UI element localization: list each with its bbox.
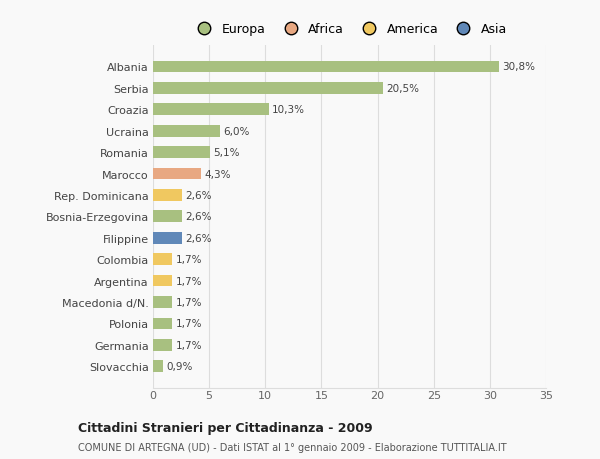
Bar — [153, 190, 182, 202]
Text: 30,8%: 30,8% — [502, 62, 535, 73]
Text: 2,6%: 2,6% — [185, 212, 212, 222]
Text: 0,9%: 0,9% — [166, 361, 193, 371]
Bar — [153, 232, 182, 244]
Bar — [153, 254, 172, 265]
Text: 1,7%: 1,7% — [175, 255, 202, 264]
Bar — [153, 104, 269, 116]
Bar — [153, 275, 172, 287]
Bar — [153, 318, 172, 330]
Text: 2,6%: 2,6% — [185, 233, 212, 243]
Bar — [153, 83, 383, 95]
Text: 1,7%: 1,7% — [175, 340, 202, 350]
Text: 20,5%: 20,5% — [386, 84, 419, 94]
Bar — [153, 339, 172, 351]
Bar — [153, 126, 220, 137]
Text: 4,3%: 4,3% — [205, 169, 231, 179]
Text: 5,1%: 5,1% — [214, 148, 240, 158]
Legend: Europa, Africa, America, Asia: Europa, Africa, America, Asia — [187, 18, 512, 41]
Bar — [153, 297, 172, 308]
Text: 1,7%: 1,7% — [175, 297, 202, 308]
Bar — [153, 62, 499, 73]
Text: Cittadini Stranieri per Cittadinanza - 2009: Cittadini Stranieri per Cittadinanza - 2… — [78, 421, 373, 434]
Text: 10,3%: 10,3% — [272, 105, 305, 115]
Text: COMUNE DI ARTEGNA (UD) - Dati ISTAT al 1° gennaio 2009 - Elaborazione TUTTITALIA: COMUNE DI ARTEGNA (UD) - Dati ISTAT al 1… — [78, 442, 506, 452]
Text: 1,7%: 1,7% — [175, 319, 202, 329]
Text: 2,6%: 2,6% — [185, 190, 212, 201]
Text: 6,0%: 6,0% — [224, 126, 250, 136]
Bar — [153, 147, 210, 159]
Text: 1,7%: 1,7% — [175, 276, 202, 286]
Bar — [153, 211, 182, 223]
Bar — [153, 361, 163, 372]
Bar — [153, 168, 201, 180]
